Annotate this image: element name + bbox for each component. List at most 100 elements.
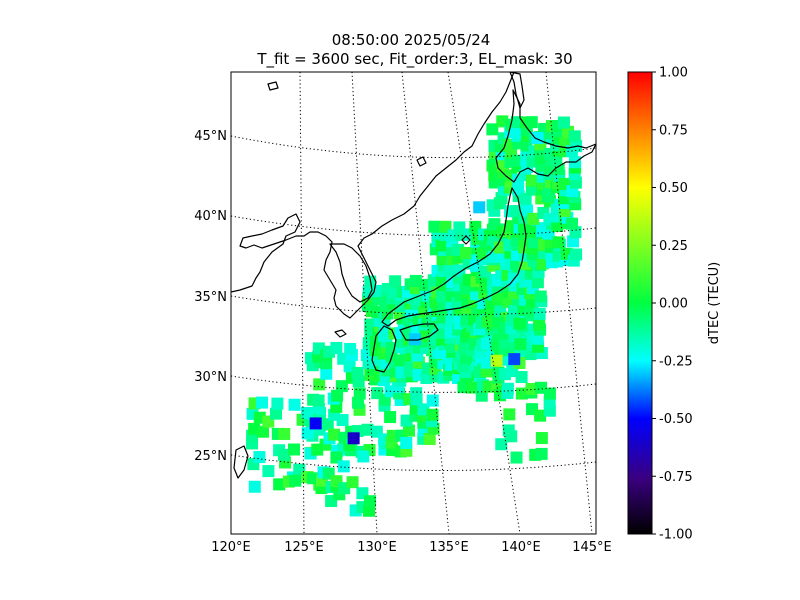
dtec-cell-notable: [408, 333, 421, 346]
dtec-cell: [480, 356, 493, 369]
dtec-cell: [277, 448, 290, 461]
dtec-cell: [301, 406, 314, 419]
dtec-cell: [568, 130, 581, 143]
dtec-cell: [330, 341, 343, 354]
title-line-2: T_fit = 3600 sec, Fit_order:3, EL_mask: …: [256, 50, 572, 69]
dtec-cell: [321, 418, 334, 431]
dtec-cell: [480, 337, 493, 350]
dtec-cell: [501, 382, 514, 395]
lon-label: 125°E: [284, 540, 324, 555]
lon-label: 135°E: [429, 540, 469, 555]
dtec-cell: [403, 365, 416, 378]
dtec-cell: [510, 257, 523, 270]
dtec-cell: [498, 336, 511, 349]
dtec-cell: [503, 408, 516, 421]
dtec-cell: [506, 365, 519, 378]
lat-labels: 45°N 40°N 35°N 30°N 25°N: [194, 129, 227, 464]
dtec-cell: [500, 232, 513, 245]
colorbar-tick-label: -1.00: [659, 528, 693, 543]
dtec-cell: [503, 239, 516, 252]
dtec-cell: [481, 315, 494, 328]
dtec-cell: [533, 307, 546, 320]
dtec-cell: [403, 424, 416, 437]
dtec-cell: [527, 212, 540, 225]
dtec-cell: [485, 305, 498, 318]
dtec-cell: [378, 321, 391, 334]
dtec-cell-notable: [309, 417, 322, 430]
dtec-cell: [257, 425, 270, 438]
lat-label: 35°N: [194, 290, 227, 305]
colorbar-tick-label: 0.00: [659, 297, 688, 312]
dtec-cell: [336, 414, 349, 427]
dtec-cell: [395, 300, 408, 313]
coastline-jeju: [334, 329, 347, 338]
dtec-cell: [394, 354, 407, 367]
lat-label: 40°N: [194, 209, 227, 224]
dtec-cell: [262, 465, 275, 478]
dtec-cell: [423, 432, 436, 445]
dtec-cell: [531, 332, 544, 345]
dtec-cell: [271, 397, 284, 410]
meridian-130E: [351, 72, 378, 534]
colorbar-label: dTEC (TECU): [707, 262, 722, 345]
coastline-sado: [461, 235, 471, 245]
dtec-cell: [384, 411, 397, 424]
dtec-cell: [459, 246, 472, 259]
dtec-cell: [351, 366, 364, 379]
dtec-cell: [418, 306, 431, 319]
dtec-cell: [534, 409, 547, 422]
dtec-cell: [545, 126, 558, 139]
coastline-okushiri: [416, 156, 427, 167]
dtec-cell: [426, 394, 439, 407]
colorbar-tick-label: 1.00: [659, 66, 688, 81]
coastline-mainland-asia: [231, 72, 515, 319]
dtec-cell: [306, 472, 319, 485]
dtec-cell-notable: [531, 132, 544, 144]
dtec-cell: [475, 389, 488, 402]
dtec-cell: [273, 478, 286, 491]
map-panel: [230, 71, 597, 535]
dtec-cell: [465, 381, 478, 394]
dtec-cell: [352, 396, 365, 409]
dtec-cell-notable: [347, 432, 360, 445]
dtec-cell: [510, 116, 523, 129]
dtec-cell: [346, 476, 359, 489]
dtec-cell: [535, 432, 548, 445]
parallel-25N: [231, 454, 596, 471]
dtec-cell: [527, 236, 540, 249]
dtec-cell: [505, 322, 518, 335]
dtec-cell: [426, 408, 439, 421]
dtec-cell: [543, 396, 556, 409]
lat-label: 25°N: [194, 449, 227, 464]
colorbar-tick-label: 0.50: [659, 181, 688, 196]
graticule: [231, 72, 596, 534]
dtec-cell-notable: [490, 354, 503, 367]
dtec-cell: [428, 220, 441, 233]
dtec-cell: [381, 307, 394, 320]
title-line-1: 08:50:00 2025/05/24: [332, 31, 491, 49]
dtec-cell: [526, 225, 539, 238]
dtec-cell: [435, 275, 448, 288]
dtec-cell: [349, 504, 362, 517]
meridian-125E: [299, 72, 305, 534]
dtec-cell: [513, 317, 526, 330]
colorbar-tick-label: 0.25: [659, 239, 688, 254]
lon-label: 145°E: [572, 540, 612, 555]
dtec-cell-notable: [508, 353, 521, 366]
coastline-hokkaido: [495, 89, 596, 183]
colorbar-tick-label: -0.75: [659, 470, 693, 485]
dtec-cell: [357, 450, 370, 463]
dtec-cell: [311, 443, 324, 456]
colorbar: 1.00 0.75 0.50 0.25 0.00 -0.25 -0.50 -0.75 -1.00…: [627, 66, 722, 543]
coastline-sakhalin: [509, 72, 525, 109]
dtec-cell: [453, 221, 466, 234]
coastline-taiwan: [233, 445, 249, 479]
dtec-cell: [344, 342, 357, 355]
lon-labels: 120°E 125°E 130°E 135°E 140°E 145°E: [211, 540, 612, 555]
dtec-cell: [519, 192, 532, 205]
coastline-honshu: [381, 187, 527, 327]
dtec-cell: [409, 274, 422, 287]
dtec-cell: [364, 495, 377, 508]
dtec-cell: [410, 387, 423, 400]
